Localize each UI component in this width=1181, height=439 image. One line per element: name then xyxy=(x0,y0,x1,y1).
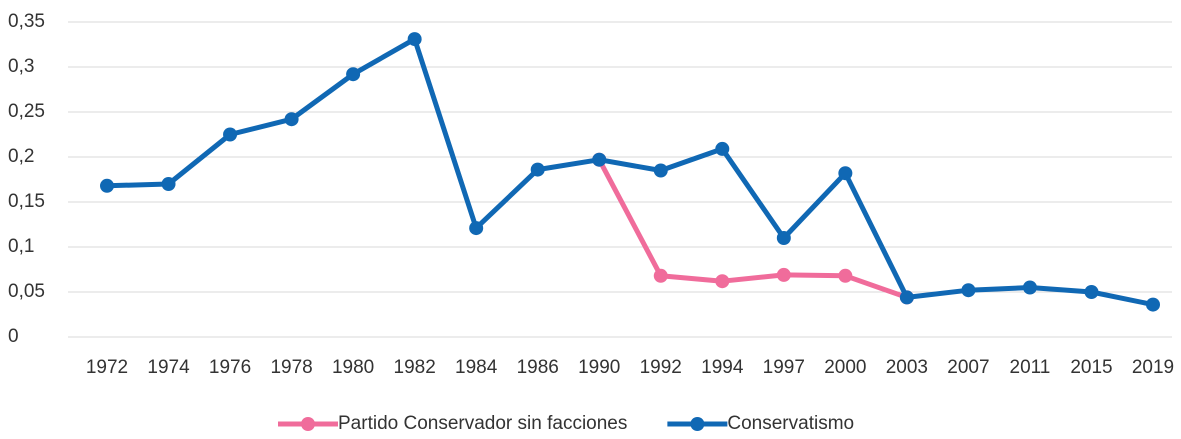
x-tick-label: 1978 xyxy=(270,357,312,378)
data-point xyxy=(592,152,607,167)
data-point xyxy=(776,267,791,282)
legend-marker xyxy=(690,417,705,431)
data-point xyxy=(715,141,730,156)
x-tick-label: 1974 xyxy=(147,357,190,378)
data-point xyxy=(530,162,545,177)
y-tick-label: 0,05 xyxy=(8,281,45,302)
x-tick-label: 2003 xyxy=(886,357,928,378)
data-point xyxy=(653,268,668,283)
x-tick-label: 1980 xyxy=(332,357,374,378)
series-line xyxy=(106,36,1154,308)
x-tick-label: 2015 xyxy=(1070,357,1112,378)
x-tick-label: 2011 xyxy=(1010,357,1051,378)
data-point xyxy=(407,32,422,47)
x-tick-label: 1984 xyxy=(455,357,498,378)
data-point xyxy=(838,268,853,283)
data-point xyxy=(715,274,730,289)
x-tick-label: 1986 xyxy=(517,357,559,378)
data-point xyxy=(100,178,114,193)
data-point xyxy=(161,177,176,191)
x-tick-label: 2007 xyxy=(947,357,989,378)
legend-label: Partido Conservador sin facciones xyxy=(338,413,627,434)
legend-marker xyxy=(301,417,315,431)
x-tick-label: 1990 xyxy=(578,357,620,378)
x-tick-label: 1994 xyxy=(701,357,744,378)
data-point xyxy=(1146,297,1160,312)
y-tick-label: 0,2 xyxy=(8,146,34,167)
data-point xyxy=(223,127,238,142)
x-tick-label: 2019 xyxy=(1132,357,1174,378)
data-point xyxy=(1084,285,1099,299)
y-tick-label: 0,15 xyxy=(8,191,45,212)
data-point xyxy=(838,166,853,181)
x-tick-label: 1992 xyxy=(640,357,682,378)
x-tick-label: 1976 xyxy=(209,357,251,378)
y-tick-label: 0,3 xyxy=(8,56,34,77)
data-point xyxy=(653,163,668,178)
data-point xyxy=(469,221,484,236)
legend-label: Conservatismo xyxy=(727,413,854,434)
x-tick-label: 1982 xyxy=(394,357,436,378)
x-tick-label: 2000 xyxy=(824,357,866,378)
y-tick-label: 0,35 xyxy=(8,11,45,32)
data-point xyxy=(776,231,791,245)
series-line xyxy=(597,158,908,300)
data-point xyxy=(1022,280,1037,295)
data-point xyxy=(899,290,914,305)
x-tick-label: 1997 xyxy=(763,357,805,378)
data-point xyxy=(284,112,299,127)
y-tick-label: 0,25 xyxy=(8,101,45,122)
data-point xyxy=(346,67,361,82)
x-tick-label: 1972 xyxy=(86,357,128,378)
y-tick-label: 0 xyxy=(8,326,19,347)
data-point xyxy=(961,283,976,298)
y-tick-label: 0,1 xyxy=(8,236,34,257)
